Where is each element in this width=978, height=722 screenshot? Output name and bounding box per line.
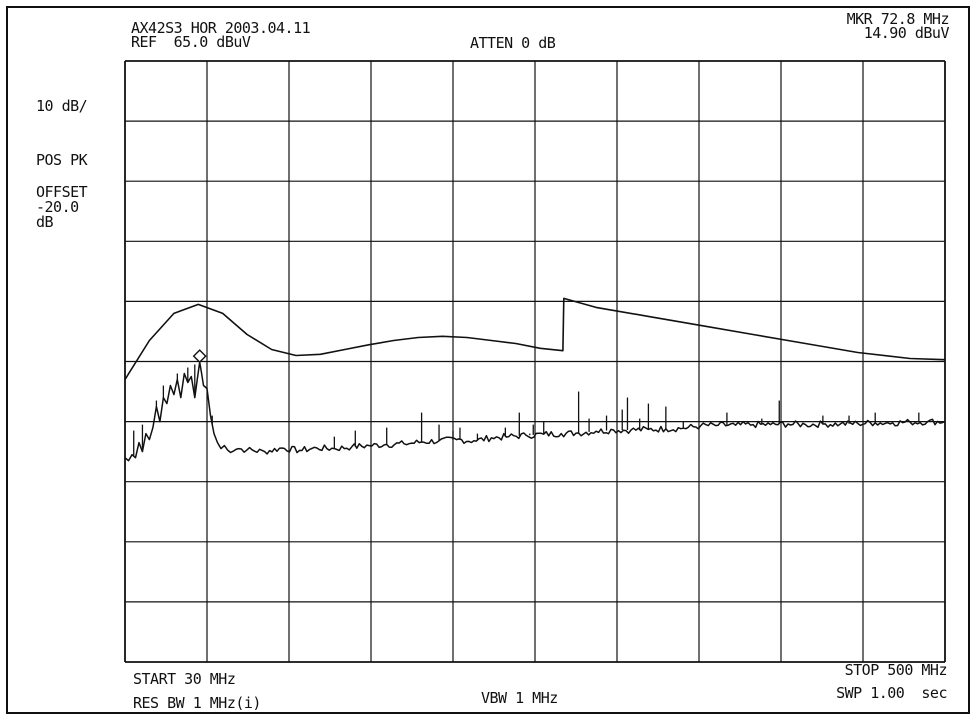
- plot-frame: [6, 6, 970, 714]
- marker-frequency: MKR 72.8 MHz: [846, 10, 950, 28]
- sweep-time: SWP 1.00 sec: [836, 684, 947, 702]
- trace-title: AX42S3 HOR 2003.04.11: [131, 19, 311, 37]
- stop-frequency: STOP 500 MHz: [844, 661, 948, 679]
- start-frequency: START 30 MHz: [133, 670, 236, 688]
- attenuation: ATTEN 0 dB: [470, 34, 556, 52]
- offset-label: OFFSET: [36, 183, 88, 201]
- limit-line: [124, 297, 946, 380]
- marker-level: 14.90 dBuV: [863, 24, 950, 42]
- offset-unit: dB: [36, 213, 54, 231]
- offset-value: -20.0: [36, 198, 79, 216]
- scale-label: 10 dB/: [36, 97, 88, 115]
- reference-level: REF 65.0 dBuV: [131, 33, 251, 51]
- video-bandwidth: VBW 1 MHz: [481, 689, 558, 707]
- measured-trace: [124, 361, 946, 462]
- detector-label: POS PK: [36, 151, 88, 169]
- marker-diamond-icon: [192, 349, 207, 364]
- resolution-bandwidth: RES BW 1 MHz(i): [133, 694, 261, 712]
